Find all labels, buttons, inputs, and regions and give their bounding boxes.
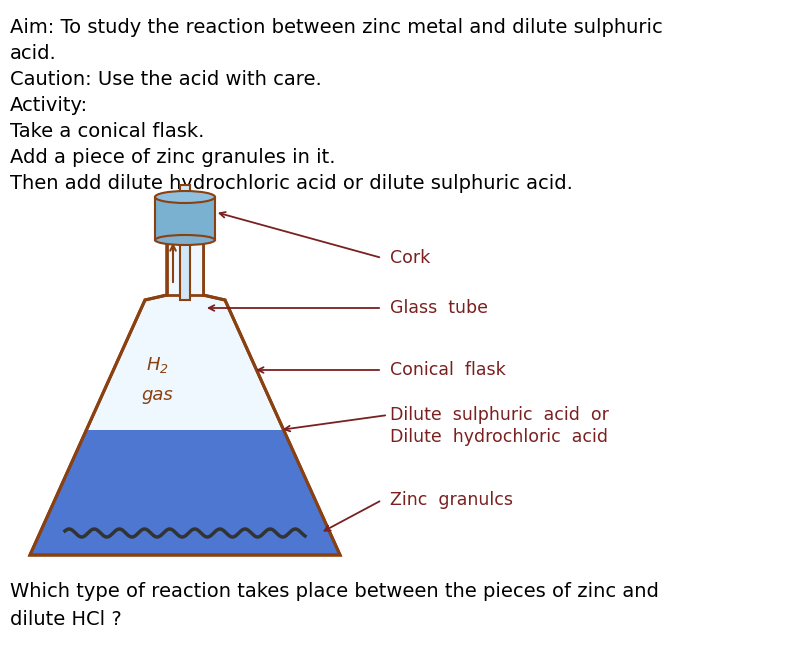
Text: Add a piece of zinc granules in it.: Add a piece of zinc granules in it. xyxy=(10,148,335,167)
Text: acid.: acid. xyxy=(10,44,57,63)
Text: Dilute  hydrochloric  acid: Dilute hydrochloric acid xyxy=(390,428,608,446)
Text: Activity:: Activity: xyxy=(10,96,88,115)
Text: Aim: To study the reaction between zinc metal and dilute sulphuric: Aim: To study the reaction between zinc … xyxy=(10,18,662,37)
Bar xyxy=(180,185,190,300)
Bar xyxy=(167,235,203,295)
Polygon shape xyxy=(30,235,340,555)
Text: Caution: Use the acid with care.: Caution: Use the acid with care. xyxy=(10,70,322,89)
Text: Glass  tube: Glass tube xyxy=(390,299,488,317)
Text: Conical  flask: Conical flask xyxy=(390,361,506,379)
Ellipse shape xyxy=(155,191,215,203)
Ellipse shape xyxy=(155,235,215,245)
Bar xyxy=(155,197,215,240)
Text: gas: gas xyxy=(141,386,173,404)
Text: Zinc  granulcs: Zinc granulcs xyxy=(390,491,513,509)
Text: Which type of reaction takes place between the pieces of zinc and: Which type of reaction takes place betwe… xyxy=(10,582,659,601)
Text: Cork: Cork xyxy=(390,249,430,267)
Text: dilute HCl ?: dilute HCl ? xyxy=(10,610,122,629)
Text: $\mathregular{H_2}$: $\mathregular{H_2}$ xyxy=(146,355,169,375)
Text: Dilute  sulphuric  acid  or: Dilute sulphuric acid or xyxy=(390,406,609,424)
Text: Take a conical flask.: Take a conical flask. xyxy=(10,122,204,141)
Polygon shape xyxy=(30,430,340,555)
Text: Then add dilute hydrochloric acid or dilute sulphuric acid.: Then add dilute hydrochloric acid or dil… xyxy=(10,174,573,193)
